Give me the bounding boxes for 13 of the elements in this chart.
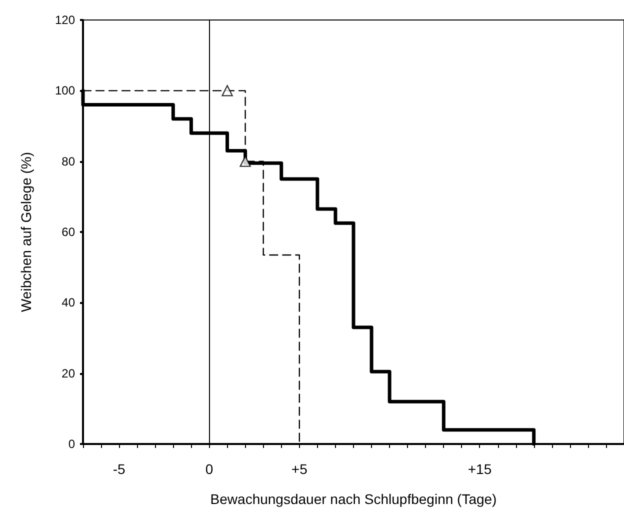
y-tick-label: 0 — [68, 437, 76, 451]
x-tick-label: -5 — [112, 461, 126, 477]
y-tick-label: 120 — [54, 13, 76, 27]
x-tick-label: +5 — [291, 461, 308, 477]
x-tick-label: +15 — [468, 461, 492, 477]
x-axis-title: Bewachungsdauer nach Schlupfbeginn (Tage) — [210, 491, 497, 507]
y-tick-label: 20 — [62, 366, 76, 380]
y-tick-label: 100 — [54, 84, 76, 98]
y-axis-title: Weibchen auf Gelege (%) — [18, 152, 34, 312]
y-tick-label: 40 — [62, 296, 76, 310]
y-tick-label: 60 — [62, 225, 76, 239]
x-tick-label: 0 — [205, 461, 214, 477]
y-tick-label: 80 — [62, 154, 76, 168]
